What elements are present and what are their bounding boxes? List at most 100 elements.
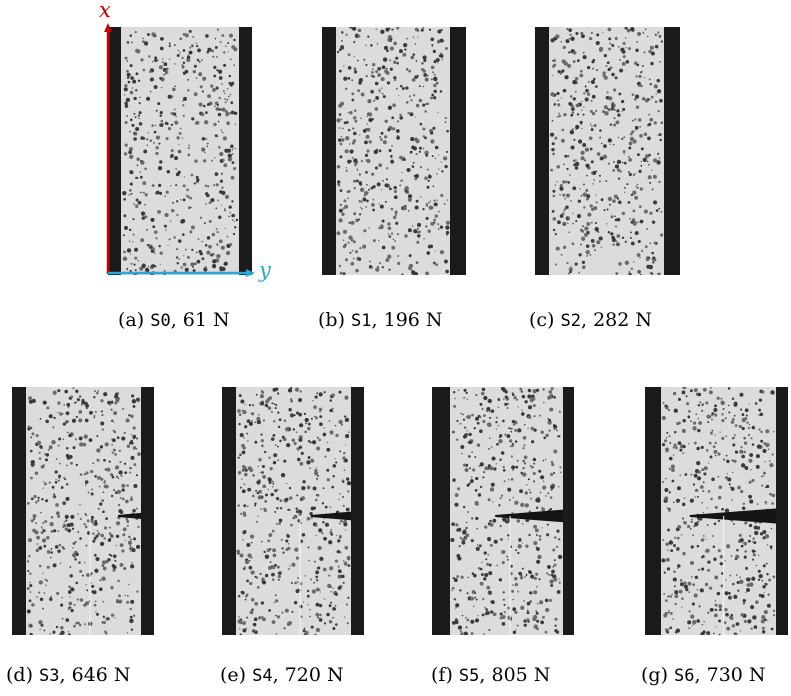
- pore: [554, 624, 557, 627]
- pore: [689, 498, 694, 503]
- pore: [708, 586, 713, 590]
- pore: [101, 564, 105, 568]
- pore: [304, 430, 307, 434]
- pore: [36, 440, 42, 446]
- pore: [358, 173, 361, 176]
- pore: [275, 497, 280, 501]
- pore: [195, 175, 199, 179]
- caption-letter: (f): [431, 664, 453, 686]
- pore: [140, 211, 146, 216]
- pore: [398, 49, 403, 54]
- pore: [702, 511, 705, 514]
- pore: [498, 504, 501, 507]
- pore: [262, 484, 267, 489]
- pore: [703, 535, 705, 537]
- pore: [759, 532, 764, 536]
- pore: [45, 499, 49, 503]
- pore: [282, 551, 285, 554]
- pore: [362, 197, 367, 202]
- pore: [184, 267, 189, 272]
- pore: [291, 438, 296, 442]
- pore: [62, 422, 66, 426]
- pore: [512, 630, 517, 635]
- pore: [614, 76, 618, 80]
- pore: [182, 262, 187, 267]
- pore: [486, 407, 491, 412]
- pore: [340, 39, 343, 42]
- pore: [43, 629, 46, 632]
- pore: [437, 111, 439, 114]
- pore: [71, 553, 76, 557]
- pore: [754, 402, 758, 405]
- pore: [313, 415, 316, 418]
- pore: [635, 128, 637, 131]
- pore: [121, 488, 125, 492]
- pore: [425, 153, 429, 157]
- pore: [511, 419, 515, 424]
- pore: [252, 474, 255, 477]
- pore: [196, 178, 200, 182]
- pore: [461, 413, 464, 416]
- pore: [326, 441, 329, 444]
- pore: [40, 531, 44, 535]
- pore: [757, 526, 760, 530]
- pore: [695, 413, 698, 416]
- pore: [498, 578, 503, 582]
- pore: [517, 544, 522, 549]
- pore: [714, 441, 717, 445]
- pore: [110, 585, 114, 590]
- pore: [529, 600, 532, 603]
- pore: [663, 613, 668, 618]
- pore: [123, 462, 127, 465]
- pore: [124, 56, 128, 60]
- pore: [483, 551, 487, 555]
- pore: [139, 96, 141, 99]
- pore: [425, 225, 428, 228]
- pore: [739, 449, 744, 454]
- pore: [552, 565, 555, 568]
- pore: [250, 570, 255, 575]
- pore: [699, 485, 704, 489]
- pore: [344, 417, 350, 423]
- pore: [649, 242, 651, 245]
- pore: [391, 245, 396, 250]
- pore: [304, 575, 306, 577]
- pore: [742, 602, 746, 605]
- pore: [50, 530, 54, 533]
- pore: [182, 99, 184, 102]
- pore: [263, 509, 267, 513]
- pore: [503, 611, 506, 614]
- pore: [485, 608, 488, 611]
- pore: [486, 585, 491, 590]
- pore: [170, 153, 174, 158]
- pore: [342, 481, 345, 484]
- pore: [117, 594, 121, 598]
- pore: [256, 586, 260, 589]
- pore: [497, 406, 499, 409]
- pore: [433, 73, 436, 76]
- pore: [631, 93, 635, 97]
- pore: [159, 123, 163, 127]
- pore: [123, 250, 126, 254]
- pore: [370, 71, 374, 74]
- pore: [743, 555, 747, 559]
- pore: [133, 112, 136, 115]
- pore: [313, 560, 317, 563]
- pore: [566, 262, 569, 265]
- pore: [658, 157, 661, 160]
- pore: [553, 395, 556, 399]
- pore: [241, 450, 246, 455]
- pore: [610, 232, 614, 236]
- pore: [343, 522, 348, 527]
- caption-d: (d) S3, 646 N: [6, 664, 131, 686]
- pore: [365, 75, 368, 78]
- pore: [247, 553, 252, 558]
- pore: [727, 591, 731, 595]
- pore: [379, 136, 382, 139]
- pore: [173, 44, 176, 46]
- pore: [338, 184, 341, 187]
- pore: [611, 235, 615, 240]
- pore: [466, 483, 470, 487]
- pore: [677, 564, 681, 568]
- pore: [57, 411, 59, 414]
